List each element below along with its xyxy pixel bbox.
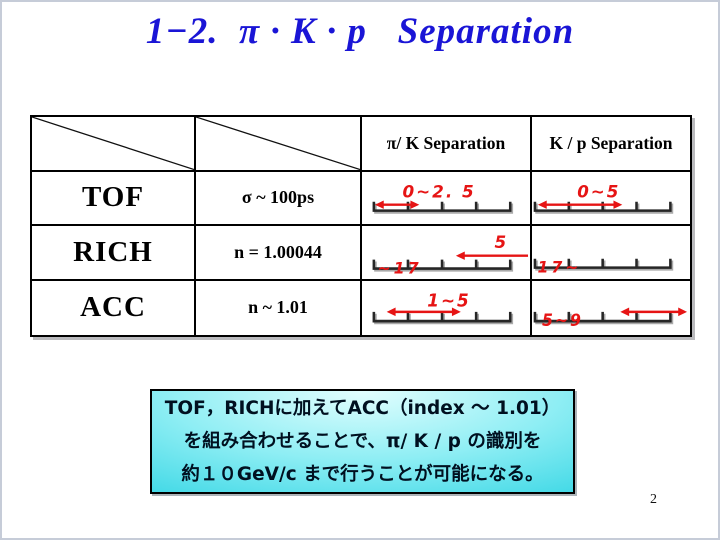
svg-text:0~5: 0~5 [577, 181, 620, 201]
param-rich: n = 1.00044 [196, 226, 362, 281]
row-header-acc: ACC [32, 280, 196, 335]
acc-kp-range-chart: 5~9 [533, 307, 688, 330]
acc-pik-range-chart: 1~5 [372, 291, 514, 324]
rich-kp-range-chart: 17~ [533, 257, 674, 277]
table-corner-cell-param [196, 117, 362, 172]
ruler-cell-rich-kp: 17~ [532, 226, 690, 281]
note-line-1: TOF，RICHに加えてACC（index ～ 1.01） [164, 398, 561, 419]
svg-text:~17: ~17 [377, 259, 421, 278]
tof-pik-range-chart: 0~2. 5 [372, 181, 514, 214]
svg-text:17~: 17~ [538, 257, 582, 276]
row-header-rich: RICH [32, 226, 196, 281]
ruler-cell-acc-kp: 5~9 [532, 281, 690, 336]
note-line-3: 約１０GeV/c まで行うことが可能になる。 [181, 464, 544, 485]
table-corner-cell-detector [32, 117, 196, 172]
separation-table: π/ K Separation K / p Separation TOF σ ~… [30, 115, 692, 337]
param-tof: σ ~ 100ps [196, 171, 362, 226]
diagonal-line-icon [196, 117, 360, 170]
svg-text:5: 5 [495, 232, 507, 252]
svg-text:1~5: 1~5 [427, 291, 470, 311]
ruler-cell-acc-pik: 1~5 [362, 280, 532, 335]
slide-title: 1−2. π · K · p Separation [145, 11, 575, 52]
row-header-tof: TOF [32, 171, 196, 226]
ruler-cell-rich-pik: ~17 5 [362, 226, 532, 281]
note-line-2: を組み合わせることで、π/ K / p の識別を [183, 431, 542, 452]
col-header-kp-separation: K / p Separation [532, 117, 690, 172]
param-acc: n ~ 1.01 [196, 280, 362, 335]
page-number: 2 [650, 492, 657, 507]
ruler-cell-tof-kp: 0~5 [532, 172, 690, 226]
svg-text:5~9: 5~9 [542, 310, 583, 329]
diagonal-line-icon [32, 117, 194, 170]
col-header-pik-separation: π/ K Separation [362, 117, 532, 172]
rich-pik-range-chart: ~17 5 [372, 232, 529, 278]
tof-kp-range-chart: 0~5 [533, 181, 674, 214]
summary-note-box: TOF，RICHに加えてACC（index ～ 1.01） を組み合わせることで… [150, 389, 575, 494]
ruler-cell-tof-pik: 0~2. 5 [362, 171, 532, 226]
svg-text:0~2. 5: 0~2. 5 [403, 181, 476, 201]
